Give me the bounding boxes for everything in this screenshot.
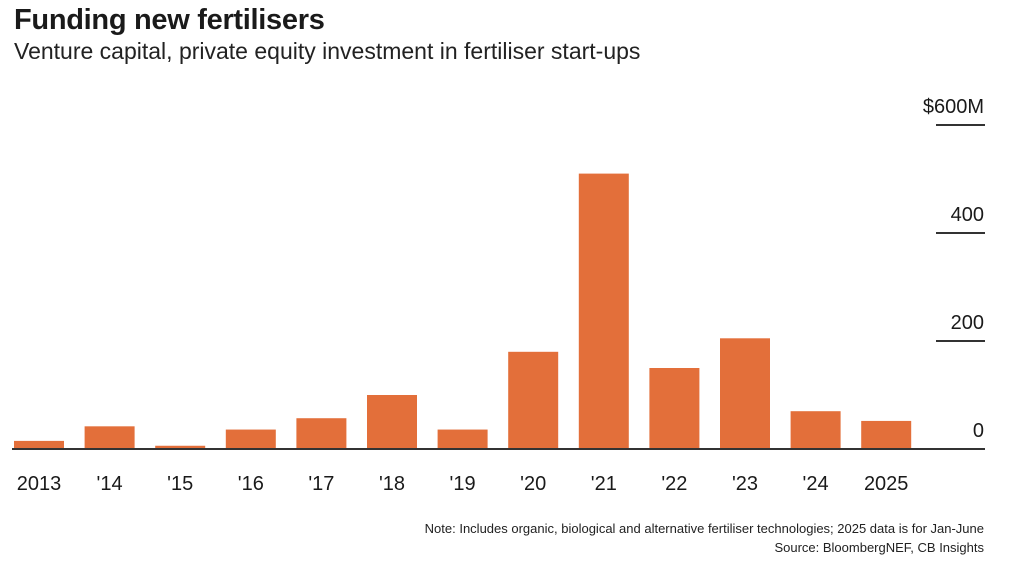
bar-2025 xyxy=(861,420,912,449)
bar-23 xyxy=(720,338,770,449)
bar-21 xyxy=(578,173,629,449)
x-tick-label: '20 xyxy=(520,473,546,495)
bar-2013 xyxy=(14,440,64,449)
bar-20 xyxy=(508,351,559,449)
y-tick-label: $600M xyxy=(923,96,984,118)
y-tick-label: 200 xyxy=(951,312,984,334)
x-tick-label: '17 xyxy=(308,473,334,495)
x-tick-label: '23 xyxy=(732,473,758,495)
bar-16 xyxy=(225,429,276,449)
x-tick-label: '15 xyxy=(167,473,193,495)
x-tick-label: '19 xyxy=(450,473,476,495)
x-tick-label: '18 xyxy=(379,473,405,495)
bar-15 xyxy=(155,445,206,449)
x-tick-label: '21 xyxy=(591,473,617,495)
bar-17 xyxy=(296,418,347,449)
chart-title: Funding new fertilisers xyxy=(14,4,325,36)
bar-22 xyxy=(649,368,700,449)
bar-18 xyxy=(367,395,417,449)
x-tick-label: 2025 xyxy=(864,473,909,495)
x-tick-labels-group: 2013 '14 '15 '16 '17 '18 '19 '20 '21 '22 '23 '24 202… xyxy=(17,473,909,495)
x-tick-label: '14 xyxy=(97,473,123,495)
y-tick-label: 400 xyxy=(951,204,984,226)
bar-19 xyxy=(437,429,488,449)
y-ticks-group: 0 200 400 $600M xyxy=(923,96,985,442)
chart-subtitle: Venture capital, private equity investme… xyxy=(14,38,641,64)
x-tick-label: '16 xyxy=(238,473,264,495)
bar-24 xyxy=(790,411,841,449)
x-tick-label: '24 xyxy=(803,473,829,495)
bars-group xyxy=(14,173,912,449)
x-tick-label: 2013 xyxy=(17,473,62,495)
bar-14 xyxy=(84,426,135,449)
y-tick-label: 0 xyxy=(973,420,984,442)
chart-source: Source: BloombergNEF, CB Insights xyxy=(774,540,984,555)
chart-note: Note: Includes organic, biological and a… xyxy=(424,521,984,536)
x-tick-label: '22 xyxy=(661,473,687,495)
